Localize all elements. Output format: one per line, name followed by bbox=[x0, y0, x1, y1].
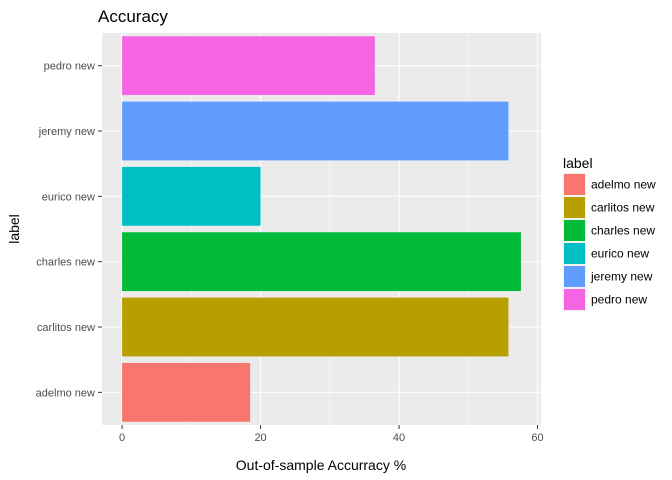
bars bbox=[122, 36, 521, 422]
x-tick-label: 0 bbox=[119, 432, 125, 444]
x-axis-title: Out-of-sample Accurracy % bbox=[236, 457, 406, 473]
legend-swatch bbox=[564, 266, 585, 287]
chart-title: Accuracy bbox=[98, 7, 168, 26]
bar-charles-new bbox=[122, 232, 521, 292]
y-tick-label: carlitos new bbox=[37, 322, 95, 334]
y-tick-label: pedro new bbox=[44, 61, 95, 73]
x-tick-label: 20 bbox=[254, 432, 266, 444]
y-axis-ticks: adelmo new carlitos new charles new eurico … bbox=[36, 61, 102, 399]
legend-label: jeremy new bbox=[590, 270, 653, 284]
bar-carlitos-new bbox=[122, 297, 509, 357]
legend-label: pedro new bbox=[591, 293, 647, 307]
y-axis-title: label bbox=[6, 214, 22, 244]
legend-label: eurico new bbox=[591, 247, 649, 261]
y-tick-label: jeremy new bbox=[38, 126, 95, 138]
bar-jeremy-new bbox=[122, 101, 509, 161]
bar-eurico-new bbox=[122, 166, 261, 226]
bar-adelmo-new bbox=[122, 362, 251, 422]
x-tick-label: 60 bbox=[531, 432, 543, 444]
legend-label: charles new bbox=[591, 224, 655, 238]
x-axis-ticks: 0 20 40 60 bbox=[119, 425, 544, 444]
legend-label: carlitos new bbox=[591, 201, 655, 215]
plot-panel bbox=[102, 33, 541, 425]
legend-swatch bbox=[564, 243, 585, 264]
y-tick-label: adelmo new bbox=[36, 387, 95, 399]
x-tick-label: 40 bbox=[393, 432, 405, 444]
y-tick-label: charles new bbox=[36, 257, 95, 269]
legend-swatch bbox=[564, 220, 585, 241]
legend-swatch bbox=[564, 197, 585, 218]
legend-label: adelmo new bbox=[591, 178, 656, 192]
legend-swatch bbox=[564, 289, 585, 310]
legend: label adelmo new carlitos new charles new e… bbox=[563, 155, 656, 311]
y-tick-label: eurico new bbox=[42, 191, 95, 203]
legend-title: label bbox=[563, 155, 593, 171]
legend-swatch bbox=[564, 174, 585, 195]
bar-pedro-new bbox=[122, 36, 375, 96]
